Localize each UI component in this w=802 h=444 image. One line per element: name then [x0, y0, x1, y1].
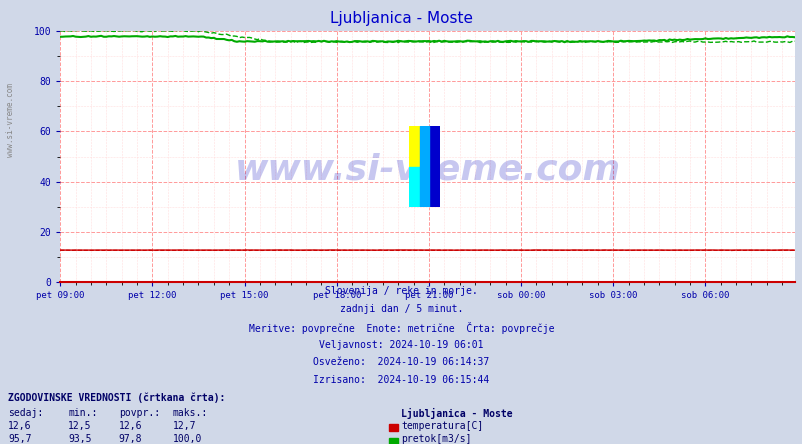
- Text: zadnji dan / 5 minut.: zadnji dan / 5 minut.: [339, 304, 463, 314]
- Text: www.si-vreme.com: www.si-vreme.com: [234, 152, 620, 186]
- Text: 97,8: 97,8: [119, 434, 142, 444]
- Bar: [409, 127, 424, 166]
- Text: 12,6: 12,6: [8, 421, 31, 431]
- Text: www.si-vreme.com: www.si-vreme.com: [6, 83, 15, 157]
- Text: temperatura[C]: temperatura[C]: [401, 421, 483, 431]
- Text: 12,6: 12,6: [119, 421, 142, 431]
- Text: maks.:: maks.:: [172, 408, 208, 418]
- Text: 12,5: 12,5: [68, 421, 91, 431]
- Text: Izrisano:  2024-10-19 06:15:44: Izrisano: 2024-10-19 06:15:44: [313, 375, 489, 385]
- Text: Slovenija / reke in morje.: Slovenija / reke in morje.: [325, 286, 477, 297]
- Text: min.:: min.:: [68, 408, 98, 418]
- Text: Veljavnost: 2024-10-19 06:01: Veljavnost: 2024-10-19 06:01: [319, 340, 483, 350]
- Text: 100,0: 100,0: [172, 434, 202, 444]
- Bar: [424, 127, 439, 207]
- Text: Osveženo:  2024-10-19 06:14:37: Osveženo: 2024-10-19 06:14:37: [313, 357, 489, 368]
- Bar: [409, 166, 424, 207]
- Text: ZGODOVINSKE VREDNOSTI (črtkana črta):: ZGODOVINSKE VREDNOSTI (črtkana črta):: [8, 393, 225, 404]
- Polygon shape: [419, 127, 429, 207]
- Text: Ljubljanica - Moste: Ljubljanica - Moste: [330, 11, 472, 26]
- Text: 95,7: 95,7: [8, 434, 31, 444]
- Text: 12,7: 12,7: [172, 421, 196, 431]
- Text: pretok[m3/s]: pretok[m3/s]: [401, 434, 472, 444]
- Text: Ljubljanica - Moste: Ljubljanica - Moste: [401, 408, 512, 419]
- Text: sedaj:: sedaj:: [8, 408, 43, 418]
- Text: povpr.:: povpr.:: [119, 408, 160, 418]
- Text: Meritve: povprečne  Enote: metrične  Črta: povprečje: Meritve: povprečne Enote: metrične Črta:…: [249, 322, 553, 334]
- Text: 93,5: 93,5: [68, 434, 91, 444]
